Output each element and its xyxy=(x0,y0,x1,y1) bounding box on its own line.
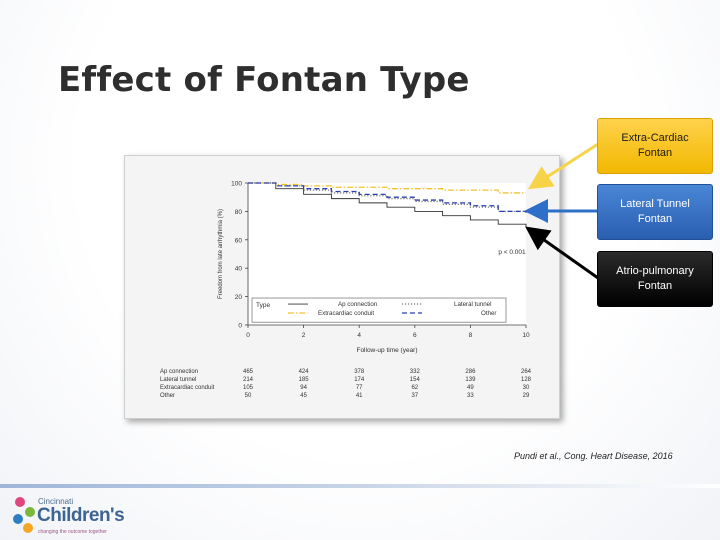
logo-dot-4 xyxy=(23,523,33,533)
legend-label-3: Extracardiac conduit xyxy=(318,310,374,317)
risk-table-cell: 62 xyxy=(411,385,418,391)
y-tick-label: 80 xyxy=(235,209,243,216)
risk-table-cell: 286 xyxy=(465,369,476,375)
risk-table-cell: 94 xyxy=(300,385,307,391)
legend-title: Type xyxy=(256,302,270,309)
x-tick-label: 0 xyxy=(246,332,250,339)
risk-table-row-label: Other xyxy=(160,393,175,399)
y-tick-label: 0 xyxy=(238,323,242,330)
risk-table-cell: 33 xyxy=(467,393,474,399)
y-tick-label: 60 xyxy=(235,237,243,244)
risk-table-cell: 264 xyxy=(521,369,532,375)
slide-title: Effect of Fontan Type xyxy=(58,60,470,100)
risk-table-cell: 49 xyxy=(467,385,474,391)
x-tick-label: 6 xyxy=(413,332,417,339)
citation: Pundi et al., Cong. Heart Disease, 2016 xyxy=(514,451,673,461)
risk-table-cell: 139 xyxy=(465,377,476,383)
risk-table-cell: 29 xyxy=(523,393,530,399)
legend-box xyxy=(251,297,507,323)
risk-table-cell: 185 xyxy=(299,377,310,383)
x-axis-label: Follow-up time (year) xyxy=(356,347,417,354)
logo-dot-2 xyxy=(25,507,35,517)
risk-table-cell: 105 xyxy=(243,385,254,391)
risk-table-cell: 77 xyxy=(356,385,363,391)
risk-table-cell: 465 xyxy=(243,369,254,375)
risk-table-row-label: Extracardiac conduit xyxy=(160,385,215,391)
risk-table-cell: 37 xyxy=(411,393,418,399)
legend-label-4: Other xyxy=(481,310,496,317)
risk-table-cell: 378 xyxy=(354,369,365,375)
risk-table-cell: 214 xyxy=(243,377,254,383)
x-tick-label: 8 xyxy=(469,332,473,339)
risk-table-cell: 332 xyxy=(410,369,421,375)
logo-tagline: changing the outcome together xyxy=(38,529,107,535)
y-tick-label: 100 xyxy=(231,181,242,188)
callout-extra-cardiac: Extra-Cardiac Fontan xyxy=(597,118,713,174)
risk-table-cell: 45 xyxy=(300,393,307,399)
logo-text-childrens: Children's xyxy=(37,505,125,526)
series-line-1 xyxy=(248,182,527,228)
risk-table-cell: 174 xyxy=(354,377,365,383)
legend-label-1: Ap connection xyxy=(338,301,378,308)
logo-dot-3 xyxy=(13,514,23,524)
y-axis-label: Freedom from late arrhythmia (%) xyxy=(218,209,224,299)
risk-table-cell: 50 xyxy=(245,393,252,399)
x-tick-label: 2 xyxy=(302,332,306,339)
footer-band xyxy=(0,484,720,488)
callout-atrio-pulmonary: Atrio-pulmonary Fontan xyxy=(597,251,713,307)
series-line-3 xyxy=(248,182,526,194)
callout-lateral-tunnel: Lateral Tunnel Fontan xyxy=(597,184,713,240)
logo-icon xyxy=(13,497,35,533)
y-tick-label: 20 xyxy=(235,294,243,301)
risk-table-row-label: Ap connection xyxy=(160,369,198,375)
risk-table-cell: 30 xyxy=(523,385,530,391)
risk-table-cell: 424 xyxy=(299,369,310,375)
x-tick-label: 4 xyxy=(357,332,361,339)
legend-label-2: Lateral tunnel xyxy=(454,301,492,308)
logo-text-cincinnati: Cincinnati xyxy=(38,497,74,506)
logo-dot-1 xyxy=(15,497,25,507)
x-tick-label: 10 xyxy=(522,332,530,339)
risk-table-cell: 154 xyxy=(410,377,421,383)
risk-table-cell: 128 xyxy=(521,377,532,383)
km-chart: 0 20 40 60 80 100 0 2 4 6 8 10 Follow-up time (year)… xyxy=(160,181,532,400)
series-line-4 xyxy=(248,182,527,213)
y-tick-label: 40 xyxy=(235,266,243,273)
risk-table-row-label: Lateral tunnel xyxy=(160,377,196,383)
arrow-extra-cardiac xyxy=(527,142,599,190)
arrow-atrio-pulmonary xyxy=(525,226,599,280)
p-value-annotation: p < 0.001 xyxy=(498,249,526,256)
risk-table-cell: 41 xyxy=(356,393,363,399)
series-line-2 xyxy=(248,182,527,213)
